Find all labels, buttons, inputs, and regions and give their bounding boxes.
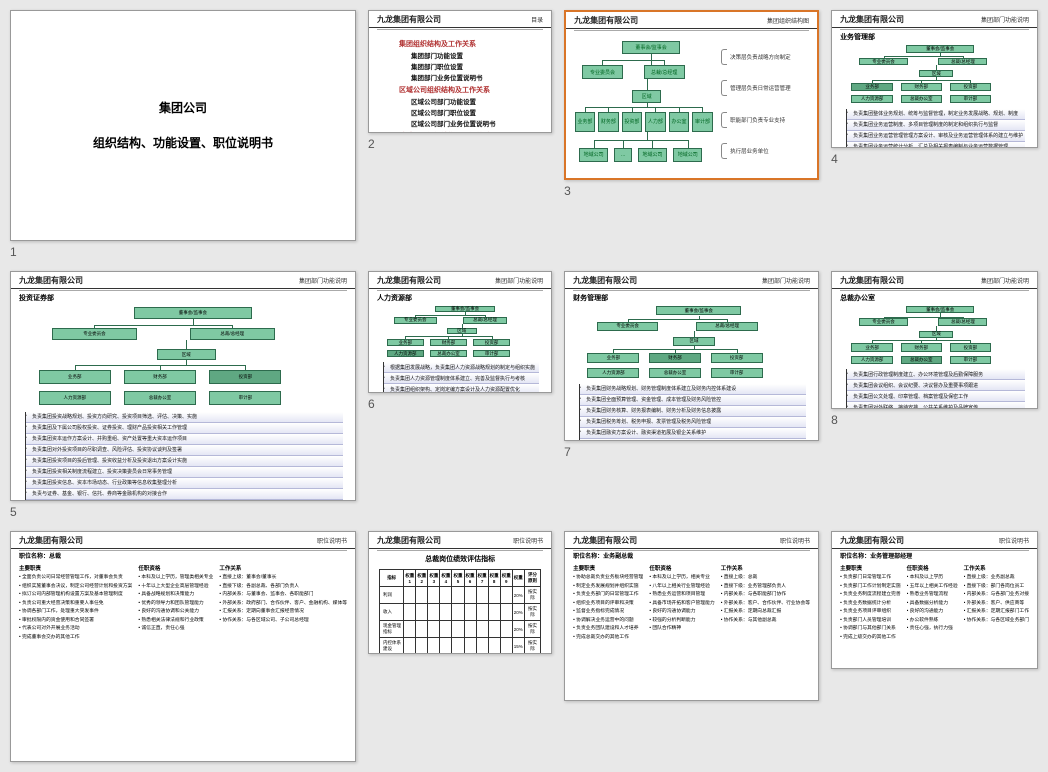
sec-sub: 集团部门功能设置 [411, 50, 521, 60]
box-bot: 地域公司 [638, 148, 667, 162]
slide-num-1: 1 [10, 245, 356, 259]
slide-6-wrap: 九龙集团有限公司集团部门功能说明人力资源部 董事会/监事会 专业委员会 总裁/总… [368, 271, 552, 520]
slide-num-4: 4 [831, 152, 1038, 166]
slide1-title1: 集团公司 [159, 99, 207, 116]
slide-9-wrap: 九龙集团有限公司职位说明书职位名称：总裁主要职责• 全面负责公司日常经营管理工作… [10, 531, 356, 762]
slide-10[interactable]: 九龙集团有限公司 职位说明书 总裁岗位绩效评估指标 指标权重1权重2权重3权重4权… [368, 531, 552, 654]
slide-3-wrap: 九龙集团有限公司 集团组织结构图 董事会/监事会 专业委员会 总裁/总经理 区域 … [564, 10, 819, 259]
tag: 目录 [531, 15, 543, 24]
slide-2-wrap: 九龙集团有限公司 目录 集团组织结构及工作关系 集团部门功能设置 集团部门职位设置… [368, 10, 552, 259]
box-dept: 办公室 [669, 112, 690, 131]
slide-1-wrap: 集团公司 组织结构、功能设置、职位说明书 1 [10, 10, 356, 259]
slide-4[interactable]: 九龙集团有限公司集团部门功能说明业务管理部 董事会/监事会 专业委员会 总裁/总… [831, 10, 1038, 148]
slide-num-5: 5 [10, 505, 356, 519]
org-notes: 决策层负责战略方向制定 管理层负责日常运营管理 职能部门负责专业支持 执行层业务… [721, 35, 813, 173]
slide-num-7: 7 [564, 445, 819, 459]
slide-4-wrap: 九龙集团有限公司集团部门功能说明业务管理部 董事会/监事会 专业委员会 总裁/总… [831, 10, 1038, 259]
note: 决策层负责战略方向制定 [730, 53, 791, 61]
box-bot: 地域公司 [579, 148, 608, 162]
note: 执行层业务单位 [730, 147, 769, 155]
tag: 集团组织结构图 [767, 16, 809, 25]
slide-12[interactable]: 九龙集团有限公司职位说明书职位名称：业务管理部经理主要职责• 负责部门日常管理工… [831, 531, 1038, 669]
slide-5[interactable]: 九龙集团有限公司集团部门功能说明投资证券部 董事会/监事会 专业委员会 总裁/总… [10, 271, 356, 502]
slide-num-2: 2 [368, 137, 552, 151]
outline-body: 集团组织结构及工作关系 集团部门功能设置 集团部门职位设置 集团部门业务位置说明… [369, 30, 551, 133]
box-bot: 地域公司 [673, 148, 702, 162]
slide-7-wrap: 九龙集团有限公司集团部门功能说明财务管理部 董事会/监事会 专业委员会 总裁/总… [564, 271, 819, 520]
slide-num-6: 6 [368, 397, 552, 411]
box-top: 董事会/监事会 [622, 41, 681, 55]
slide-8-wrap: 九龙集团有限公司集团部门功能说明总裁办公室 董事会/监事会 专业委员会 总裁/总… [831, 271, 1038, 520]
sec-h: 地域公司组织结构及工作关系 [399, 131, 521, 133]
company: 九龙集团有限公司 [574, 15, 638, 26]
box-dept: 业务部 [575, 112, 596, 131]
slide1-title2: 组织结构、功能设置、职位说明书 [93, 134, 273, 151]
sec-h: 区域公司组织结构及工作关系 [399, 85, 521, 95]
tag: 职位说明书 [513, 536, 543, 545]
slide-7[interactable]: 九龙集团有限公司集团部门功能说明财务管理部 董事会/监事会 专业委员会 总裁/总… [564, 271, 819, 441]
slide-1[interactable]: 集团公司 组织结构、功能设置、职位说明书 [10, 10, 356, 241]
sec-sub: 集团部门业务位置说明书 [411, 72, 521, 82]
box-l2a: 专业委员会 [582, 65, 623, 79]
box-dept: 人力部 [645, 112, 666, 131]
slide-grid: 集团公司 组织结构、功能设置、职位说明书 1 九龙集团有限公司 目录 集团组织结构… [10, 10, 1038, 762]
box-dept: 投资部 [622, 112, 643, 131]
company: 九龙集团有限公司 [377, 535, 441, 546]
sec-h: 集团组织结构及工作关系 [399, 39, 521, 49]
sec-sub: 集团部门职位设置 [411, 61, 521, 71]
note: 管理层负责日常运营管理 [730, 84, 791, 92]
slide-12-wrap: 九龙集团有限公司职位说明书职位名称：业务管理部经理主要职责• 负责部门日常管理工… [831, 531, 1038, 762]
company: 九龙集团有限公司 [377, 14, 441, 25]
note: 职能部门负责专业支持 [730, 116, 785, 124]
box-dept: 审计部 [692, 112, 713, 131]
box-mid: 区域 [632, 90, 661, 102]
slide-6[interactable]: 九龙集团有限公司集团部门功能说明人力资源部 董事会/监事会 专业委员会 总裁/总… [368, 271, 552, 394]
slide-9[interactable]: 九龙集团有限公司职位说明书职位名称：总裁主要职责• 全面负责公司日常经营管理工作… [10, 531, 356, 762]
kpi-table: 指标权重1权重2权重3权重4权重5权重6权重7权重8权重9权重评分原则 利润20… [379, 569, 541, 654]
box-l2b: 总裁/总经理 [644, 65, 685, 79]
sec-sub: 区域公司部门功能设置 [411, 96, 521, 106]
org-chart: 董事会/监事会 专业委员会 总裁/总经理 区域 业务部 财务部 投资部 人力部 … [570, 35, 717, 173]
slide-10-wrap: 九龙集团有限公司 职位说明书 总裁岗位绩效评估指标 指标权重1权重2权重3权重4权… [368, 531, 552, 762]
box-dept: 财务部 [598, 112, 619, 131]
slide-num-3: 3 [564, 184, 819, 198]
sec-sub: 区域公司部门业务位置说明书 [411, 118, 521, 128]
slide-num-8: 8 [831, 413, 1038, 427]
table-title: 总裁岗位绩效评估指标 [369, 551, 551, 567]
sec-sub: 区域公司部门职位设置 [411, 107, 521, 117]
slide-8[interactable]: 九龙集团有限公司集团部门功能说明总裁办公室 董事会/监事会 专业委员会 总裁/总… [831, 271, 1038, 409]
slide-11-wrap: 九龙集团有限公司职位说明书职位名称：业务副总裁主要职责• 协助总裁负责业务板块经… [564, 531, 819, 762]
slide-2[interactable]: 九龙集团有限公司 目录 集团组织结构及工作关系 集团部门功能设置 集团部门职位设置… [368, 10, 552, 133]
slide-5-wrap: 九龙集团有限公司集团部门功能说明投资证券部 董事会/监事会 专业委员会 总裁/总… [10, 271, 356, 520]
slide-3[interactable]: 九龙集团有限公司 集团组织结构图 董事会/监事会 专业委员会 总裁/总经理 区域 … [564, 10, 819, 180]
box-bot: … [614, 148, 632, 162]
